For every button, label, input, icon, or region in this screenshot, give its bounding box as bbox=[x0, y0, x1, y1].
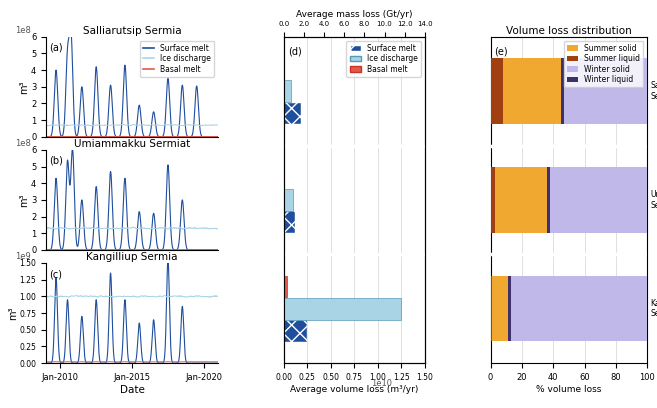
Legend: Summer solid, Summer liquid, Winter solid, Winter liquid: Summer solid, Summer liquid, Winter soli… bbox=[564, 40, 643, 87]
Text: Kangilliup
Sermia: Kangilliup Sermia bbox=[650, 299, 657, 318]
Text: 1e8: 1e8 bbox=[15, 139, 31, 148]
Text: (b): (b) bbox=[49, 156, 63, 166]
X-axis label: Average volume loss (m³/yr): Average volume loss (m³/yr) bbox=[290, 385, 419, 394]
X-axis label: Average mass loss (Gt/yr): Average mass loss (Gt/yr) bbox=[296, 10, 413, 19]
Bar bbox=[511, 276, 647, 341]
Bar bbox=[561, 58, 564, 124]
Bar bbox=[495, 167, 547, 233]
Title: Kangilliup Sermia: Kangilliup Sermia bbox=[86, 252, 178, 262]
X-axis label: Date: Date bbox=[120, 385, 145, 395]
Title: Volume loss distribution: Volume loss distribution bbox=[506, 26, 632, 36]
X-axis label: % volume loss: % volume loss bbox=[536, 385, 602, 394]
Bar bbox=[547, 167, 550, 233]
Title: Umiammakku Sermiat: Umiammakku Sermiat bbox=[74, 139, 191, 149]
Bar bbox=[492, 276, 508, 341]
Text: (d): (d) bbox=[288, 47, 302, 57]
Bar bbox=[284, 298, 401, 319]
Bar bbox=[564, 58, 647, 124]
Bar bbox=[284, 189, 293, 211]
Bar bbox=[284, 80, 290, 102]
Bar bbox=[550, 167, 647, 233]
Legend: Surface melt, Ice discharge, Basal melt: Surface melt, Ice discharge, Basal melt bbox=[140, 40, 214, 77]
Text: 1e10: 1e10 bbox=[371, 379, 392, 388]
Bar bbox=[491, 276, 492, 341]
Bar bbox=[491, 58, 503, 124]
Bar bbox=[284, 275, 286, 297]
Bar bbox=[503, 58, 561, 124]
Text: (a): (a) bbox=[49, 43, 63, 53]
Text: Umiammakku
Sermiat: Umiammakku Sermiat bbox=[650, 190, 657, 210]
Title: Salliarutsip Sermia: Salliarutsip Sermia bbox=[83, 26, 181, 36]
Bar bbox=[284, 320, 307, 342]
Legend: Surface melt, Ice discharge, Basal melt: Surface melt, Ice discharge, Basal melt bbox=[346, 40, 421, 77]
Y-axis label: m³: m³ bbox=[8, 306, 18, 320]
Bar bbox=[491, 167, 495, 233]
Text: Salliarutsip
Sermia: Salliarutsip Sermia bbox=[650, 82, 657, 101]
Text: (c): (c) bbox=[49, 269, 62, 279]
Text: 1e8: 1e8 bbox=[15, 26, 31, 35]
Text: 1e9: 1e9 bbox=[15, 252, 31, 261]
Y-axis label: m³: m³ bbox=[20, 193, 30, 207]
Text: (e): (e) bbox=[493, 47, 507, 57]
Bar bbox=[508, 276, 511, 341]
Bar bbox=[284, 102, 301, 124]
Y-axis label: m³: m³ bbox=[20, 80, 30, 93]
Bar bbox=[284, 211, 295, 233]
